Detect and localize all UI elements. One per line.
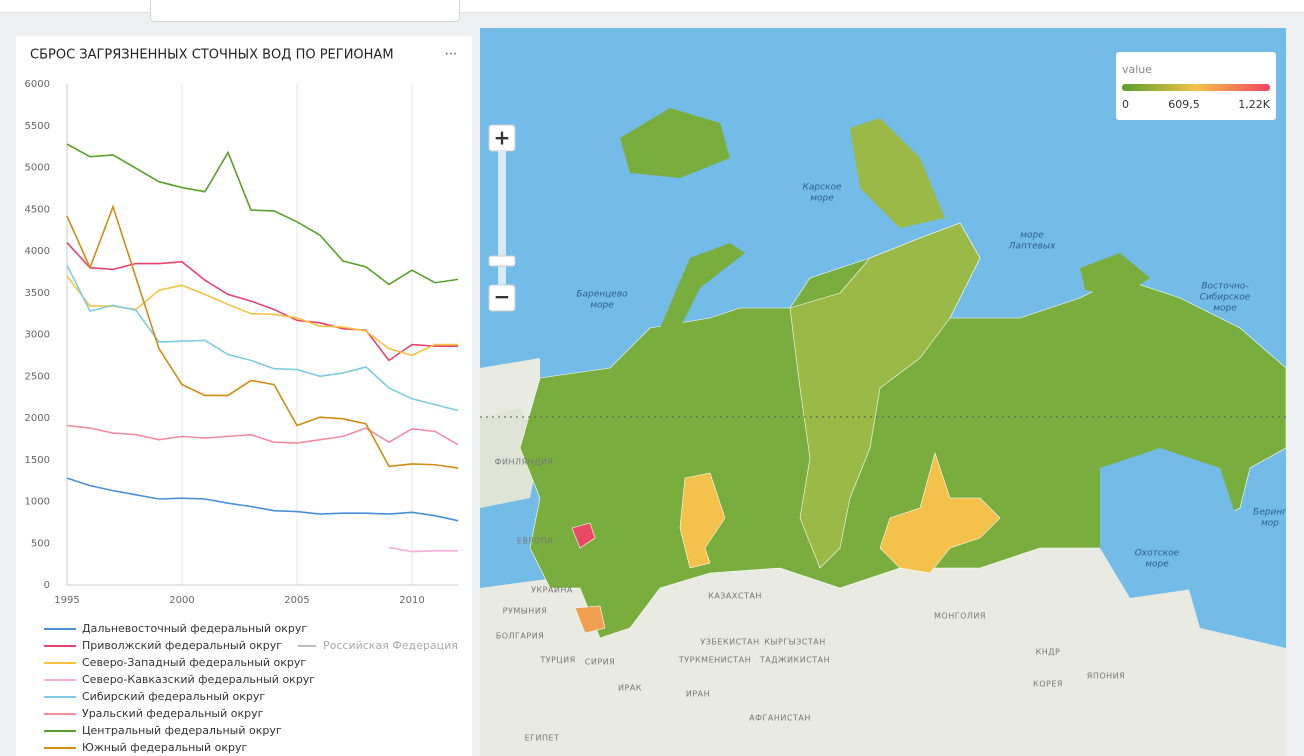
y-tick-label: 5000 <box>25 163 50 174</box>
country-label: КНДР <box>1036 648 1061 657</box>
country-label: ИРАК <box>618 684 642 693</box>
series-line <box>66 477 459 522</box>
series-line <box>66 264 459 412</box>
country-label: ЕВРОПА <box>517 537 553 546</box>
map-legend-label: 0 <box>1122 98 1129 111</box>
y-tick-label: 2500 <box>25 371 50 382</box>
legend-label: Северо-Кавказский федеральный округ <box>82 673 315 686</box>
sea-label: море <box>1020 231 1044 241</box>
y-tick-label: 1500 <box>25 455 50 466</box>
sea-label: Охотское <box>1135 549 1180 559</box>
filter-input[interactable] <box>150 0 460 22</box>
country-label: ТУРКМЕНИСТАН <box>678 656 751 665</box>
sea-label: море <box>1145 560 1169 570</box>
y-tick-label: 3500 <box>25 288 50 299</box>
map: + − value 0 609,5 1,22K КарскоеморемореЛ… <box>480 28 1286 756</box>
country-label: КАЗАХСТАН <box>708 592 762 601</box>
zoom-slider[interactable] <box>498 151 506 285</box>
legend-label: Центральный федеральный округ <box>82 724 282 737</box>
map-legend-gradient <box>1122 84 1270 91</box>
irkutsk <box>879 451 1001 574</box>
sea-label: Карское <box>802 183 842 193</box>
map-legend-title: value <box>1122 63 1152 76</box>
country-label: ИРАН <box>686 690 710 699</box>
chart-menu[interactable]: ··· <box>445 48 457 63</box>
legend-label: Сибирский федеральный округ <box>82 690 265 703</box>
franz-josef <box>620 108 730 178</box>
map-legend-label: 609,5 <box>1168 98 1200 111</box>
series-line <box>66 204 459 469</box>
krasnodar <box>574 605 606 634</box>
sea-label: мор <box>1261 519 1279 529</box>
series-line <box>66 143 459 286</box>
x-tick-label: 2000 <box>169 595 194 606</box>
line-chart: СБРОС ЗАГРЯЗНЕННЫХ СТОЧНЫХ ВОД ПО РЕГИОН… <box>25 48 459 754</box>
country-label: РУМЫНИЯ <box>503 607 548 616</box>
y-tick-label: 4000 <box>25 246 50 257</box>
chart-title: СБРОС ЗАГРЯЗНЕННЫХ СТОЧНЫХ ВОД ПО РЕГИОН… <box>30 48 394 63</box>
y-tick-label: 1000 <box>25 497 50 508</box>
y-tick-label: 0 <box>44 580 50 591</box>
map-legend-label: 1,22K <box>1238 98 1270 111</box>
sverdlovsk <box>679 472 726 569</box>
sea-label: море <box>810 194 834 204</box>
legend-label: Северо-Западный федеральный округ <box>82 656 306 669</box>
country-label: ФИНЛЯНДИЯ <box>495 458 554 467</box>
severnaya-zemlya <box>850 118 945 228</box>
zoom-out-button[interactable] <box>488 284 516 312</box>
legend-label: Дальневосточный федеральный округ <box>82 622 307 635</box>
y-tick-label: 500 <box>31 538 50 549</box>
land-south <box>480 358 1286 756</box>
series-line <box>66 242 458 362</box>
novosibirsk-islands <box>1080 253 1150 298</box>
legend-label: Приволжский федеральный округ <box>82 639 282 652</box>
country-label: УКРАИНА <box>531 586 573 595</box>
okhotsk-sea <box>1100 448 1240 598</box>
legend-label: Уральский федеральный округ <box>82 707 264 720</box>
chart-panel: СБРОС ЗАГРЯЗНЕННЫХ СТОЧНЫХ ВОД ПО РЕГИОН… <box>16 36 472 756</box>
sea-label: море <box>1213 304 1237 314</box>
sea-label: Восточно- <box>1201 282 1248 292</box>
x-tick-label: 2010 <box>399 595 424 606</box>
country-label: МОНГОЛИЯ <box>934 612 986 621</box>
krasnoyarsk <box>789 222 981 569</box>
moscow <box>571 522 596 549</box>
y-tick-label: 6000 <box>25 79 50 90</box>
country-label: СИРИЯ <box>585 658 615 667</box>
country-label: ЯПОНИЯ <box>1087 672 1125 681</box>
legend-label[interactable]: Российская Федерация <box>323 639 458 652</box>
x-tick-label: 1995 <box>54 595 79 606</box>
novaya-zemlya <box>660 243 745 328</box>
country-label: АФГАНИСТАН <box>749 714 811 723</box>
zoom-handle[interactable] <box>488 255 516 267</box>
y-tick-label: 3000 <box>25 330 50 341</box>
country-label: КОРЕЯ <box>1033 680 1063 689</box>
zoom-in-label: + <box>494 126 511 150</box>
zoom-out-label: − <box>494 285 511 309</box>
sea-label: Лаптевых <box>1008 242 1056 252</box>
country-label: ТУРЦИЯ <box>539 656 575 665</box>
y-tick-label: 2000 <box>25 413 50 424</box>
sea-label: Сибирское <box>1200 293 1251 303</box>
top-bar <box>0 0 1304 22</box>
series-line <box>66 275 458 357</box>
legend-label: Южный федеральный округ <box>82 741 247 754</box>
y-tick-label: 5500 <box>25 121 50 132</box>
sea-label: Баренцево <box>576 290 628 300</box>
series-line <box>66 424 459 446</box>
sea-label: Беринг <box>1253 508 1286 518</box>
country-label: УЗБЕКИСТАН <box>700 638 759 647</box>
country-label: ТАДЖИКИСТАН <box>759 656 830 665</box>
country-label: БОЛГАРИЯ <box>496 632 545 641</box>
y-tick-label: 4500 <box>25 204 50 215</box>
series-line <box>388 546 458 553</box>
country-label: ЕГИПЕТ <box>525 734 560 743</box>
country-label: КЫРГЫЗСТАН <box>764 638 826 647</box>
x-tick-label: 2005 <box>284 595 309 606</box>
sea-label: море <box>590 301 614 311</box>
